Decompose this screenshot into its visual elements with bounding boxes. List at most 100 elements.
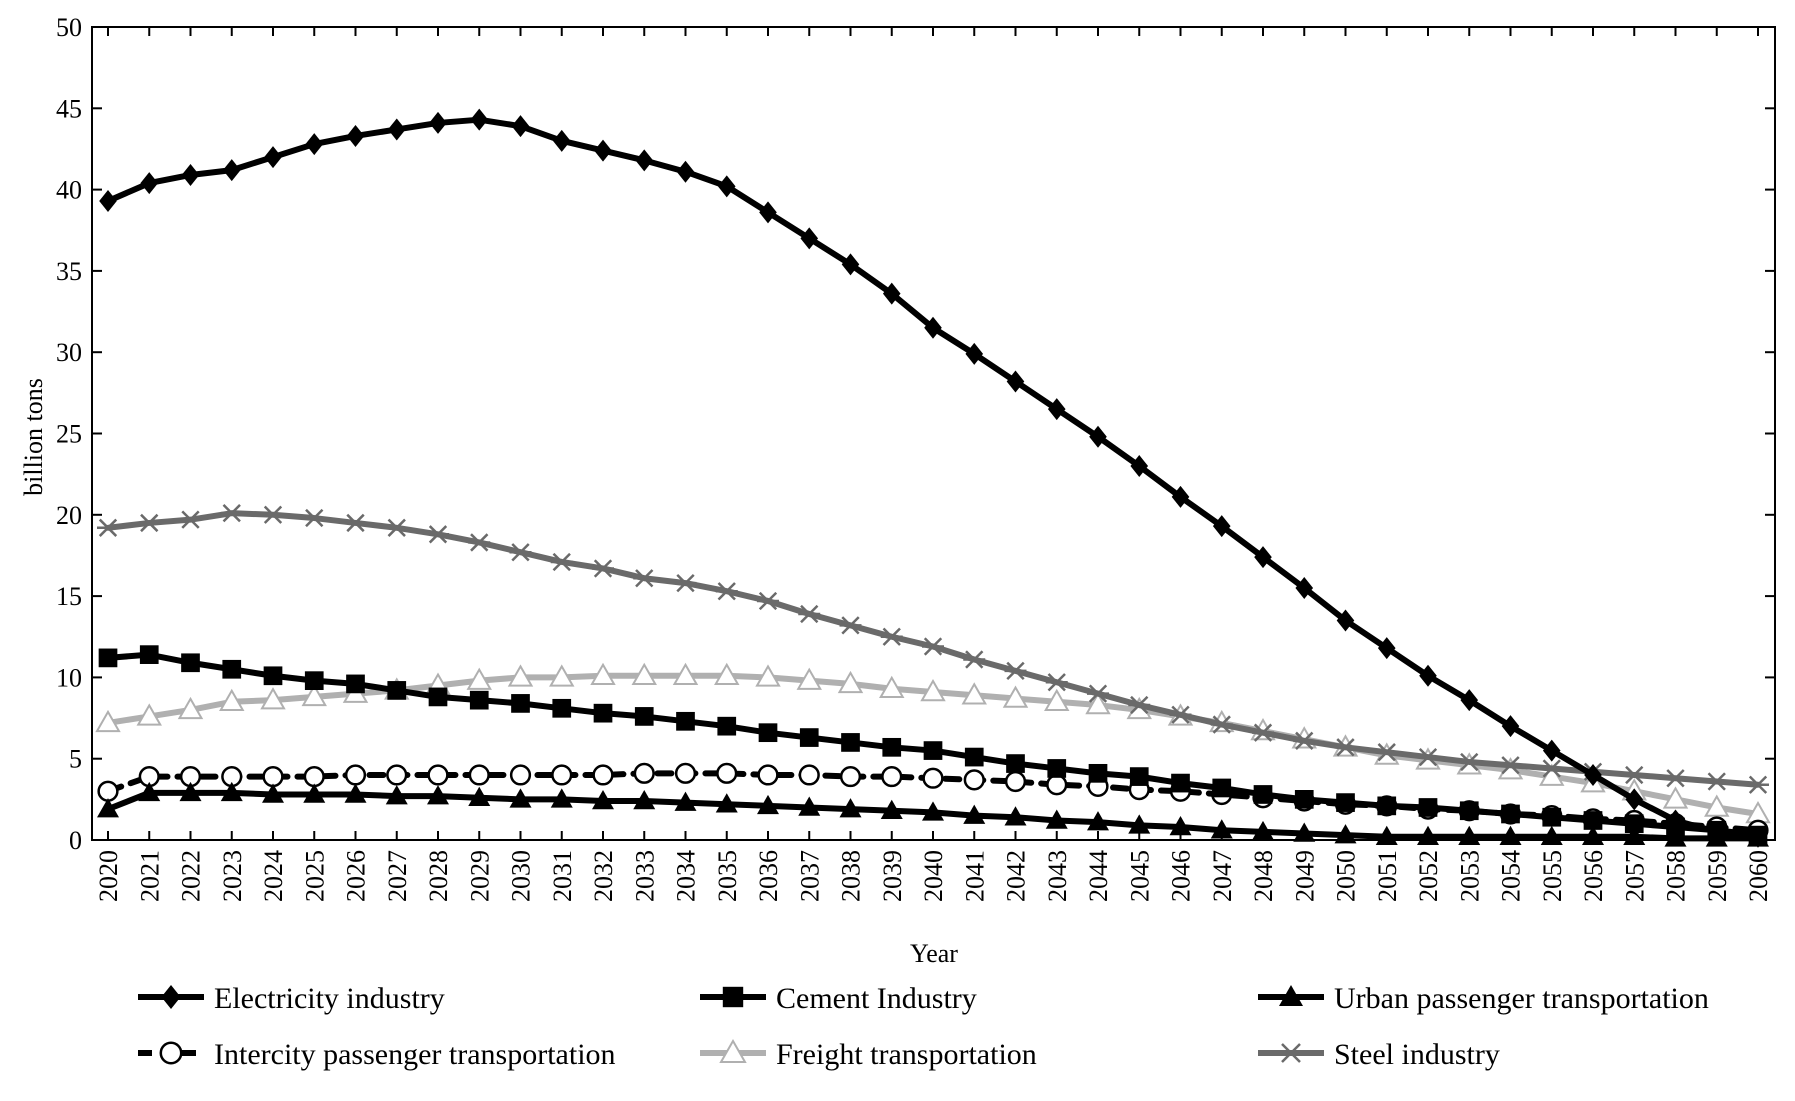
data-point (715, 793, 738, 813)
y-tick-label: 0 (69, 826, 82, 855)
data-point (222, 159, 241, 182)
data-point (1540, 825, 1563, 845)
data-point (1417, 747, 1439, 767)
x-tick-label: 2052 (1414, 850, 1443, 902)
data-point (880, 627, 903, 646)
data-point (507, 664, 534, 687)
data-point (97, 798, 119, 818)
data-point (1497, 757, 1524, 780)
data-point (715, 582, 738, 601)
data-point (1459, 801, 1479, 821)
data-point (1293, 731, 1316, 750)
data-point (387, 681, 407, 700)
data-point (220, 781, 243, 802)
data-point (552, 129, 571, 152)
data-point (179, 781, 202, 802)
x-tick-label: 2040 (919, 850, 948, 902)
x-tick-label: 2059 (1703, 850, 1732, 902)
data-point (550, 552, 573, 572)
data-point (1542, 807, 1562, 827)
legend-label: Freight transportation (776, 1038, 1037, 1071)
data-point (1501, 715, 1520, 738)
data-point (1169, 705, 1192, 724)
legend-label: Electricity industry (214, 982, 445, 1015)
data-point (1375, 743, 1398, 762)
data-point (1044, 688, 1070, 712)
x-tick-label: 2023 (218, 850, 247, 902)
x-tick-label: 2051 (1373, 850, 1402, 902)
data-point (177, 696, 204, 720)
data-point (839, 798, 862, 818)
x-tick-label: 2027 (383, 850, 412, 902)
x-tick-label: 2054 (1497, 850, 1526, 902)
data-point (550, 788, 573, 808)
data-point (303, 765, 325, 788)
data-point (1419, 664, 1437, 687)
data-point (1088, 763, 1108, 783)
legend-swatch-marker (1279, 1043, 1303, 1063)
legend-item-urban-passenger-transportation: Urban passenger transportation (1258, 982, 1709, 1015)
data-point (714, 662, 740, 686)
data-point (1624, 814, 1644, 834)
legend-swatch-marker (719, 1038, 747, 1063)
data-point (924, 316, 942, 339)
data-point (922, 767, 944, 789)
data-point (469, 690, 489, 710)
legend-swatch-marker (1279, 985, 1303, 1006)
x-tick-label: 2044 (1084, 850, 1113, 902)
data-point (262, 765, 284, 788)
legend-label: Cement Industry (776, 982, 977, 1015)
legend-swatch-marker (722, 986, 744, 1008)
legend-item-electricity-industry: Electricity industry (138, 982, 445, 1015)
x-axis-title: Year (910, 939, 958, 968)
data-point (552, 698, 572, 718)
data-point (965, 342, 984, 365)
legend-label: Steel industry (1334, 1038, 1500, 1071)
data-point (755, 664, 781, 687)
data-point (1540, 759, 1563, 778)
data-point (717, 716, 737, 736)
data-point (1254, 546, 1272, 569)
data-point (1501, 804, 1520, 824)
data-point (1045, 673, 1068, 692)
data-point (551, 764, 573, 786)
data-point (1707, 820, 1726, 843)
data-point (1582, 825, 1604, 845)
data-point (1747, 775, 1769, 794)
data-point (262, 505, 284, 524)
data-point (841, 253, 860, 276)
x-tick-label: 2050 (1332, 850, 1361, 902)
data-point (1046, 774, 1068, 796)
x-tick-label: 2033 (630, 850, 659, 902)
data-point (220, 504, 243, 523)
data-point (800, 227, 819, 250)
data-point (179, 510, 202, 529)
data-point (1664, 827, 1687, 847)
data-point (470, 108, 489, 131)
data-point (1047, 759, 1067, 778)
data-point (1458, 825, 1481, 845)
data-point (385, 785, 408, 805)
data-point (1336, 793, 1355, 812)
legend-item-freight-transportation: Freight transportation (700, 1038, 1037, 1071)
data-point (674, 573, 697, 593)
data-point (590, 662, 616, 686)
data-point (963, 769, 985, 791)
data-point (963, 804, 986, 824)
data-point (757, 591, 779, 611)
data-point (97, 780, 119, 802)
y-tick-label: 20 (56, 501, 82, 530)
data-point (509, 543, 532, 562)
x-tick-label: 2055 (1538, 850, 1567, 902)
x-tick-label: 2045 (1125, 850, 1154, 902)
data-point (98, 648, 118, 668)
data-point (1336, 609, 1355, 632)
data-point (881, 765, 903, 788)
data-point (1666, 809, 1685, 832)
y-tick-label: 35 (56, 257, 82, 286)
data-point (387, 118, 406, 141)
series-layer (95, 108, 1771, 848)
data-point (386, 764, 408, 786)
data-point (140, 172, 159, 195)
